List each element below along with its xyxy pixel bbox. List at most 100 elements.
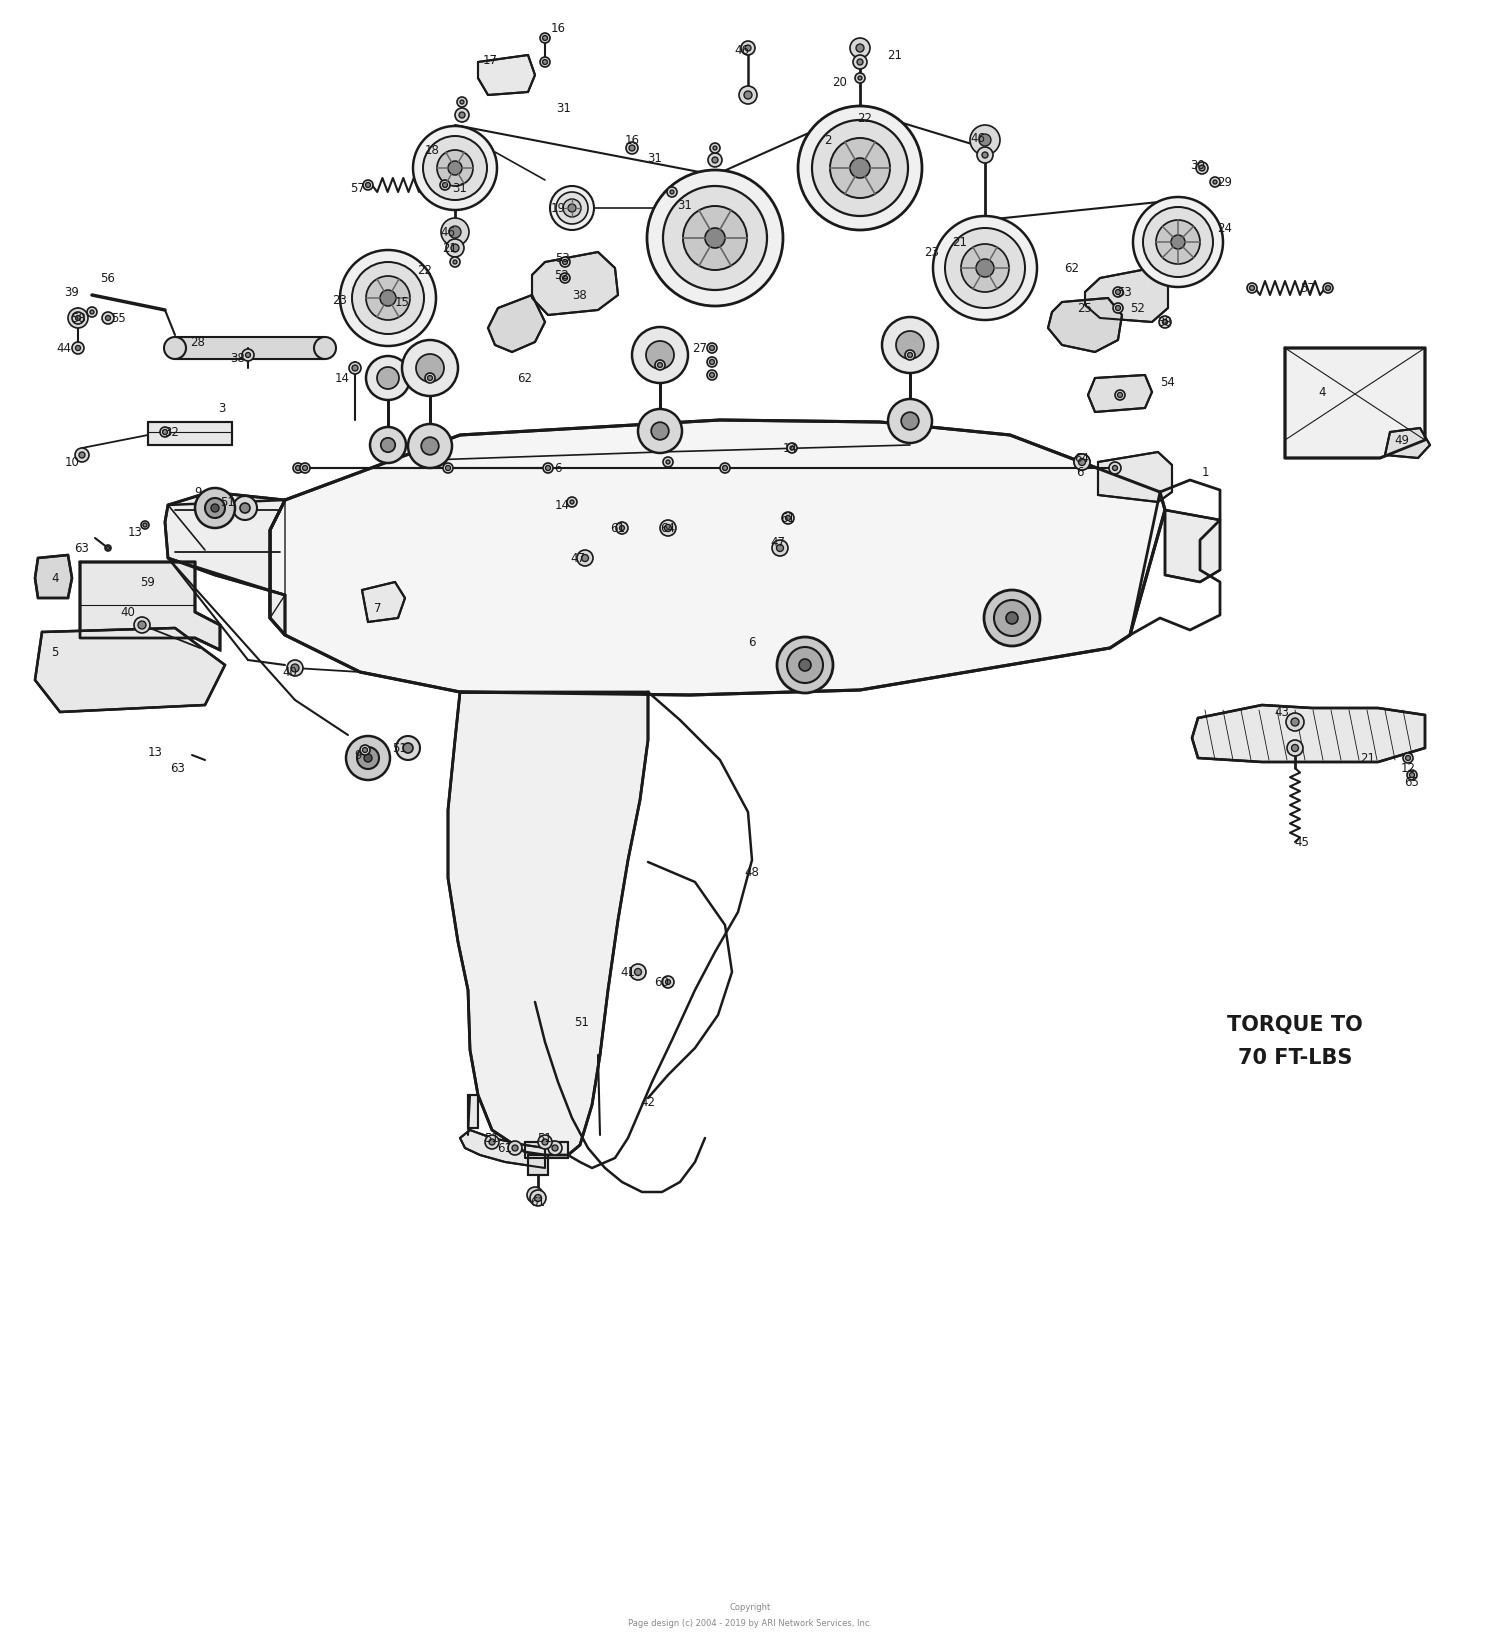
Circle shape	[646, 342, 674, 369]
Circle shape	[303, 465, 307, 471]
Polygon shape	[1166, 511, 1219, 581]
Circle shape	[562, 199, 580, 217]
Circle shape	[855, 72, 865, 84]
Polygon shape	[532, 251, 618, 315]
Circle shape	[75, 448, 88, 461]
Circle shape	[350, 361, 361, 374]
Text: 21: 21	[442, 241, 458, 255]
Circle shape	[616, 522, 628, 534]
Circle shape	[162, 430, 168, 435]
Text: 30: 30	[1191, 159, 1206, 171]
Circle shape	[660, 521, 676, 535]
Circle shape	[416, 355, 444, 383]
Circle shape	[666, 460, 670, 465]
Polygon shape	[1286, 348, 1425, 458]
Circle shape	[712, 146, 717, 149]
Text: 5: 5	[51, 645, 58, 658]
Circle shape	[402, 340, 457, 396]
Polygon shape	[468, 1095, 478, 1128]
Text: 47: 47	[771, 535, 786, 548]
Text: 59: 59	[141, 575, 156, 588]
Text: 17: 17	[483, 54, 498, 66]
Circle shape	[72, 312, 84, 323]
Text: 18: 18	[424, 143, 439, 156]
Circle shape	[856, 59, 862, 66]
Circle shape	[656, 360, 664, 369]
Circle shape	[138, 621, 146, 629]
Text: 16: 16	[550, 21, 566, 34]
Circle shape	[72, 342, 84, 355]
Circle shape	[286, 660, 303, 677]
Text: Copyright: Copyright	[729, 1604, 771, 1612]
Circle shape	[777, 545, 783, 552]
Polygon shape	[1048, 297, 1122, 351]
Text: 4: 4	[51, 571, 58, 585]
Polygon shape	[270, 420, 1166, 695]
Circle shape	[962, 245, 1010, 292]
Text: 6: 6	[555, 461, 561, 475]
Circle shape	[626, 141, 638, 154]
Circle shape	[538, 1135, 552, 1149]
Text: 20: 20	[833, 76, 848, 89]
Circle shape	[105, 545, 111, 552]
Circle shape	[888, 399, 932, 443]
Text: 61: 61	[780, 512, 795, 524]
Circle shape	[663, 186, 766, 291]
Circle shape	[352, 365, 358, 371]
Circle shape	[512, 1144, 518, 1151]
Text: 46: 46	[970, 131, 986, 144]
Text: 14: 14	[334, 371, 350, 384]
Circle shape	[423, 136, 488, 200]
Circle shape	[720, 463, 730, 473]
Text: 39: 39	[64, 286, 80, 299]
Circle shape	[1156, 220, 1200, 264]
Text: 24: 24	[1218, 222, 1233, 235]
Circle shape	[452, 245, 459, 251]
Circle shape	[976, 148, 993, 163]
Text: 22: 22	[417, 263, 432, 276]
Text: 13: 13	[147, 745, 162, 759]
Polygon shape	[148, 422, 232, 445]
Circle shape	[710, 345, 714, 350]
Polygon shape	[525, 1141, 568, 1158]
Text: Page design (c) 2004 - 2019 by ARI Network Services, Inc.: Page design (c) 2004 - 2019 by ARI Netwo…	[628, 1619, 872, 1629]
Circle shape	[340, 250, 436, 346]
Circle shape	[882, 317, 938, 373]
Circle shape	[945, 228, 1024, 309]
Text: 6: 6	[1077, 465, 1083, 478]
Circle shape	[1007, 612, 1019, 624]
Circle shape	[1214, 181, 1216, 184]
Circle shape	[798, 107, 922, 230]
Circle shape	[75, 345, 81, 350]
Circle shape	[706, 369, 717, 379]
Circle shape	[663, 456, 674, 466]
Text: 47: 47	[570, 552, 585, 565]
Circle shape	[543, 36, 548, 41]
Circle shape	[366, 356, 410, 401]
Circle shape	[744, 90, 752, 99]
Circle shape	[363, 181, 374, 190]
Circle shape	[800, 658, 812, 672]
Polygon shape	[34, 627, 225, 713]
Text: 61: 61	[531, 1195, 546, 1209]
Circle shape	[195, 488, 236, 529]
Circle shape	[164, 337, 186, 360]
Text: 62: 62	[1065, 261, 1080, 274]
Text: 21: 21	[1360, 752, 1376, 765]
Circle shape	[1250, 286, 1254, 291]
Circle shape	[788, 647, 824, 683]
Circle shape	[380, 291, 396, 305]
Circle shape	[772, 540, 788, 557]
Circle shape	[296, 465, 300, 471]
Polygon shape	[1098, 452, 1172, 502]
Circle shape	[526, 1187, 543, 1204]
Circle shape	[560, 273, 570, 282]
Circle shape	[448, 161, 462, 176]
Text: 43: 43	[1275, 706, 1290, 719]
Circle shape	[1198, 164, 1204, 171]
Circle shape	[896, 332, 924, 360]
Circle shape	[424, 373, 435, 383]
Circle shape	[1287, 741, 1304, 755]
Circle shape	[540, 33, 550, 43]
Circle shape	[408, 424, 452, 468]
